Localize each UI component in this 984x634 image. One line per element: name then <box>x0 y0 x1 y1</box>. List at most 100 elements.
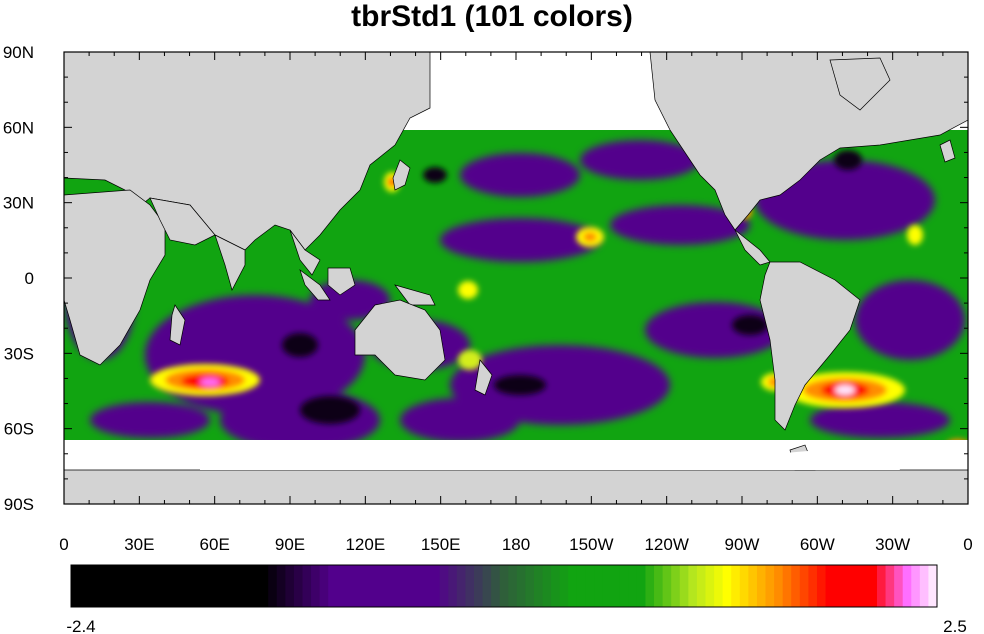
colorbar-swatch <box>439 565 449 607</box>
land-madagascar <box>169 304 186 346</box>
land-new-zealand <box>474 359 493 396</box>
colorbar-swatch <box>413 565 424 607</box>
colorbar-swatch <box>636 565 646 607</box>
colorbar-swatch <box>225 565 235 607</box>
colorbar-swatch <box>405 565 415 607</box>
colorbar-swatch <box>319 565 329 607</box>
colorbar-swatch <box>765 565 775 607</box>
lon-label: 60E <box>200 535 230 554</box>
colorbar-swatch <box>868 565 878 607</box>
colorbar-max-label: 2.5 <box>943 617 967 634</box>
colorbar-swatch <box>96 565 106 607</box>
map-ticks <box>63 51 969 505</box>
colorbar-swatch <box>148 565 158 607</box>
land-greenland <box>829 57 891 111</box>
land-japan <box>392 159 411 191</box>
sea-ice <box>200 448 900 470</box>
lon-label: 0 <box>59 535 68 554</box>
colorbar-swatch <box>628 565 638 607</box>
lon-label: 120E <box>345 535 385 554</box>
colorbar-swatch <box>482 565 492 607</box>
land-borneo <box>327 267 356 296</box>
colorbar-swatch <box>714 565 724 607</box>
colorbar-swatch <box>748 565 758 607</box>
colorbar-swatch <box>885 565 895 607</box>
colorbar-swatch <box>422 565 432 607</box>
colorbar-swatch <box>774 565 784 607</box>
colorbar-swatch <box>559 565 569 607</box>
colorbar-swatch <box>808 565 818 607</box>
land-sumatra <box>299 269 331 301</box>
colorbar-swatch <box>371 565 381 607</box>
lon-label: 0 <box>963 535 972 554</box>
colorbar-swatch <box>259 565 269 607</box>
colorbar-swatch <box>156 565 166 607</box>
colorbar-swatch <box>448 565 458 607</box>
colorbar-swatch <box>611 565 621 607</box>
lat-label: 0 <box>25 269 34 288</box>
land-new-guinea <box>394 284 436 306</box>
lon-label: 30W <box>875 535 910 554</box>
lat-label: 90N <box>3 43 34 62</box>
colorbar-swatch <box>722 565 732 607</box>
land-arabia <box>149 197 216 246</box>
colorbar-swatch <box>251 565 261 607</box>
colorbar-swatch <box>276 565 286 607</box>
lat-label: 30S <box>4 344 34 363</box>
colorbar-swatch <box>662 565 672 607</box>
colorbar-swatch <box>696 565 706 607</box>
colorbar-swatch <box>208 565 218 607</box>
colorbar-swatch <box>705 565 715 607</box>
colorbar-swatch <box>173 565 183 607</box>
colorbar-swatch <box>285 565 295 607</box>
colorbar-swatch <box>834 565 844 607</box>
colorbar-swatch <box>551 565 561 607</box>
colorbar-swatch <box>654 565 664 607</box>
colorbar-swatch <box>542 565 552 607</box>
land-south-america <box>759 261 861 431</box>
colorbar-swatch <box>911 565 921 607</box>
colorbar-swatch <box>388 565 398 607</box>
colorbar-swatch <box>756 565 767 607</box>
colorbar-swatch <box>396 565 406 607</box>
colorbar-min-label: -2.4 <box>66 617 95 634</box>
colorbar-swatch <box>328 565 338 607</box>
land-north-america <box>649 52 968 231</box>
colorbar-swatch <box>139 565 149 607</box>
colorbar-swatch <box>302 565 312 607</box>
lon-label: 120W <box>644 535 688 554</box>
colorbar-swatch <box>105 565 115 607</box>
land-indochina <box>289 229 321 276</box>
colorbar-swatch <box>679 565 689 607</box>
colorbar-swatch <box>876 565 887 607</box>
colorbar-frame <box>70 564 938 608</box>
colorbar-swatch <box>268 565 278 607</box>
colorbar-swatch <box>216 565 226 607</box>
colorbar-swatch <box>739 565 749 607</box>
colorbar-swatch <box>491 565 501 607</box>
colorbar-swatch <box>465 565 475 607</box>
colorbar-swatch <box>576 565 586 607</box>
colorbar-swatch <box>431 565 441 607</box>
colorbar-swatch <box>293 565 304 607</box>
lon-label: 180 <box>502 535 530 554</box>
lat-label: 30N <box>3 194 34 213</box>
land-central-america <box>734 229 771 266</box>
colorbar-swatch <box>362 565 372 607</box>
colorbar-swatch <box>71 565 81 607</box>
colorbar-swatch <box>113 565 123 607</box>
colorbar-swatch <box>919 565 929 607</box>
colorbar-swatch <box>311 565 321 607</box>
latitude-labels: 90N 60N 30N 0 30S 60S 90S <box>3 43 34 514</box>
colorbar-swatch <box>88 565 98 607</box>
colorbar-swatch <box>731 565 741 607</box>
colorbar <box>71 565 938 607</box>
colorbar-swatch <box>619 565 629 607</box>
land-africa <box>64 189 166 366</box>
lon-label: 90W <box>725 535 760 554</box>
land <box>64 52 968 504</box>
colorbar-swatch <box>525 565 535 607</box>
colorbar-swatch <box>534 565 544 607</box>
land-uk <box>939 139 956 163</box>
